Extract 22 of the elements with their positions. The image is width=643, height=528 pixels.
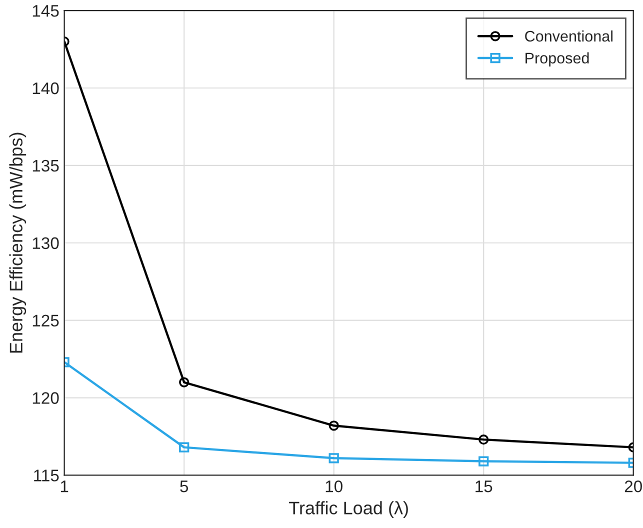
point: [179, 442, 190, 452]
point: [328, 453, 339, 464]
point: [328, 420, 339, 431]
y-tick-label: 135: [32, 160, 59, 172]
y-tick-label: 120: [32, 392, 59, 404]
point: [478, 434, 489, 445]
x-tick-label: 1: [60, 480, 68, 492]
y-tick-label: 145: [32, 5, 59, 17]
y-axis-title: Energy Efficiency (mW/bps): [9, 132, 26, 353]
legend-label: Proposed: [526, 52, 589, 67]
x-axis-title: Traffic Load (λ): [289, 501, 408, 518]
y-tick-label: 115: [34, 470, 59, 482]
point: [478, 456, 489, 466]
legend-label: Conventional: [525, 30, 612, 42]
x-tick-label: 15: [476, 480, 492, 492]
y-tick-label: 140: [32, 82, 59, 94]
y-tick-label: 130: [32, 237, 59, 250]
y-tick-label: 125: [32, 314, 59, 327]
x-tick-label: 20: [624, 480, 642, 492]
point: [179, 377, 190, 388]
x-tick-label: 10: [326, 480, 342, 492]
x-tick-label: 5: [180, 480, 188, 492]
